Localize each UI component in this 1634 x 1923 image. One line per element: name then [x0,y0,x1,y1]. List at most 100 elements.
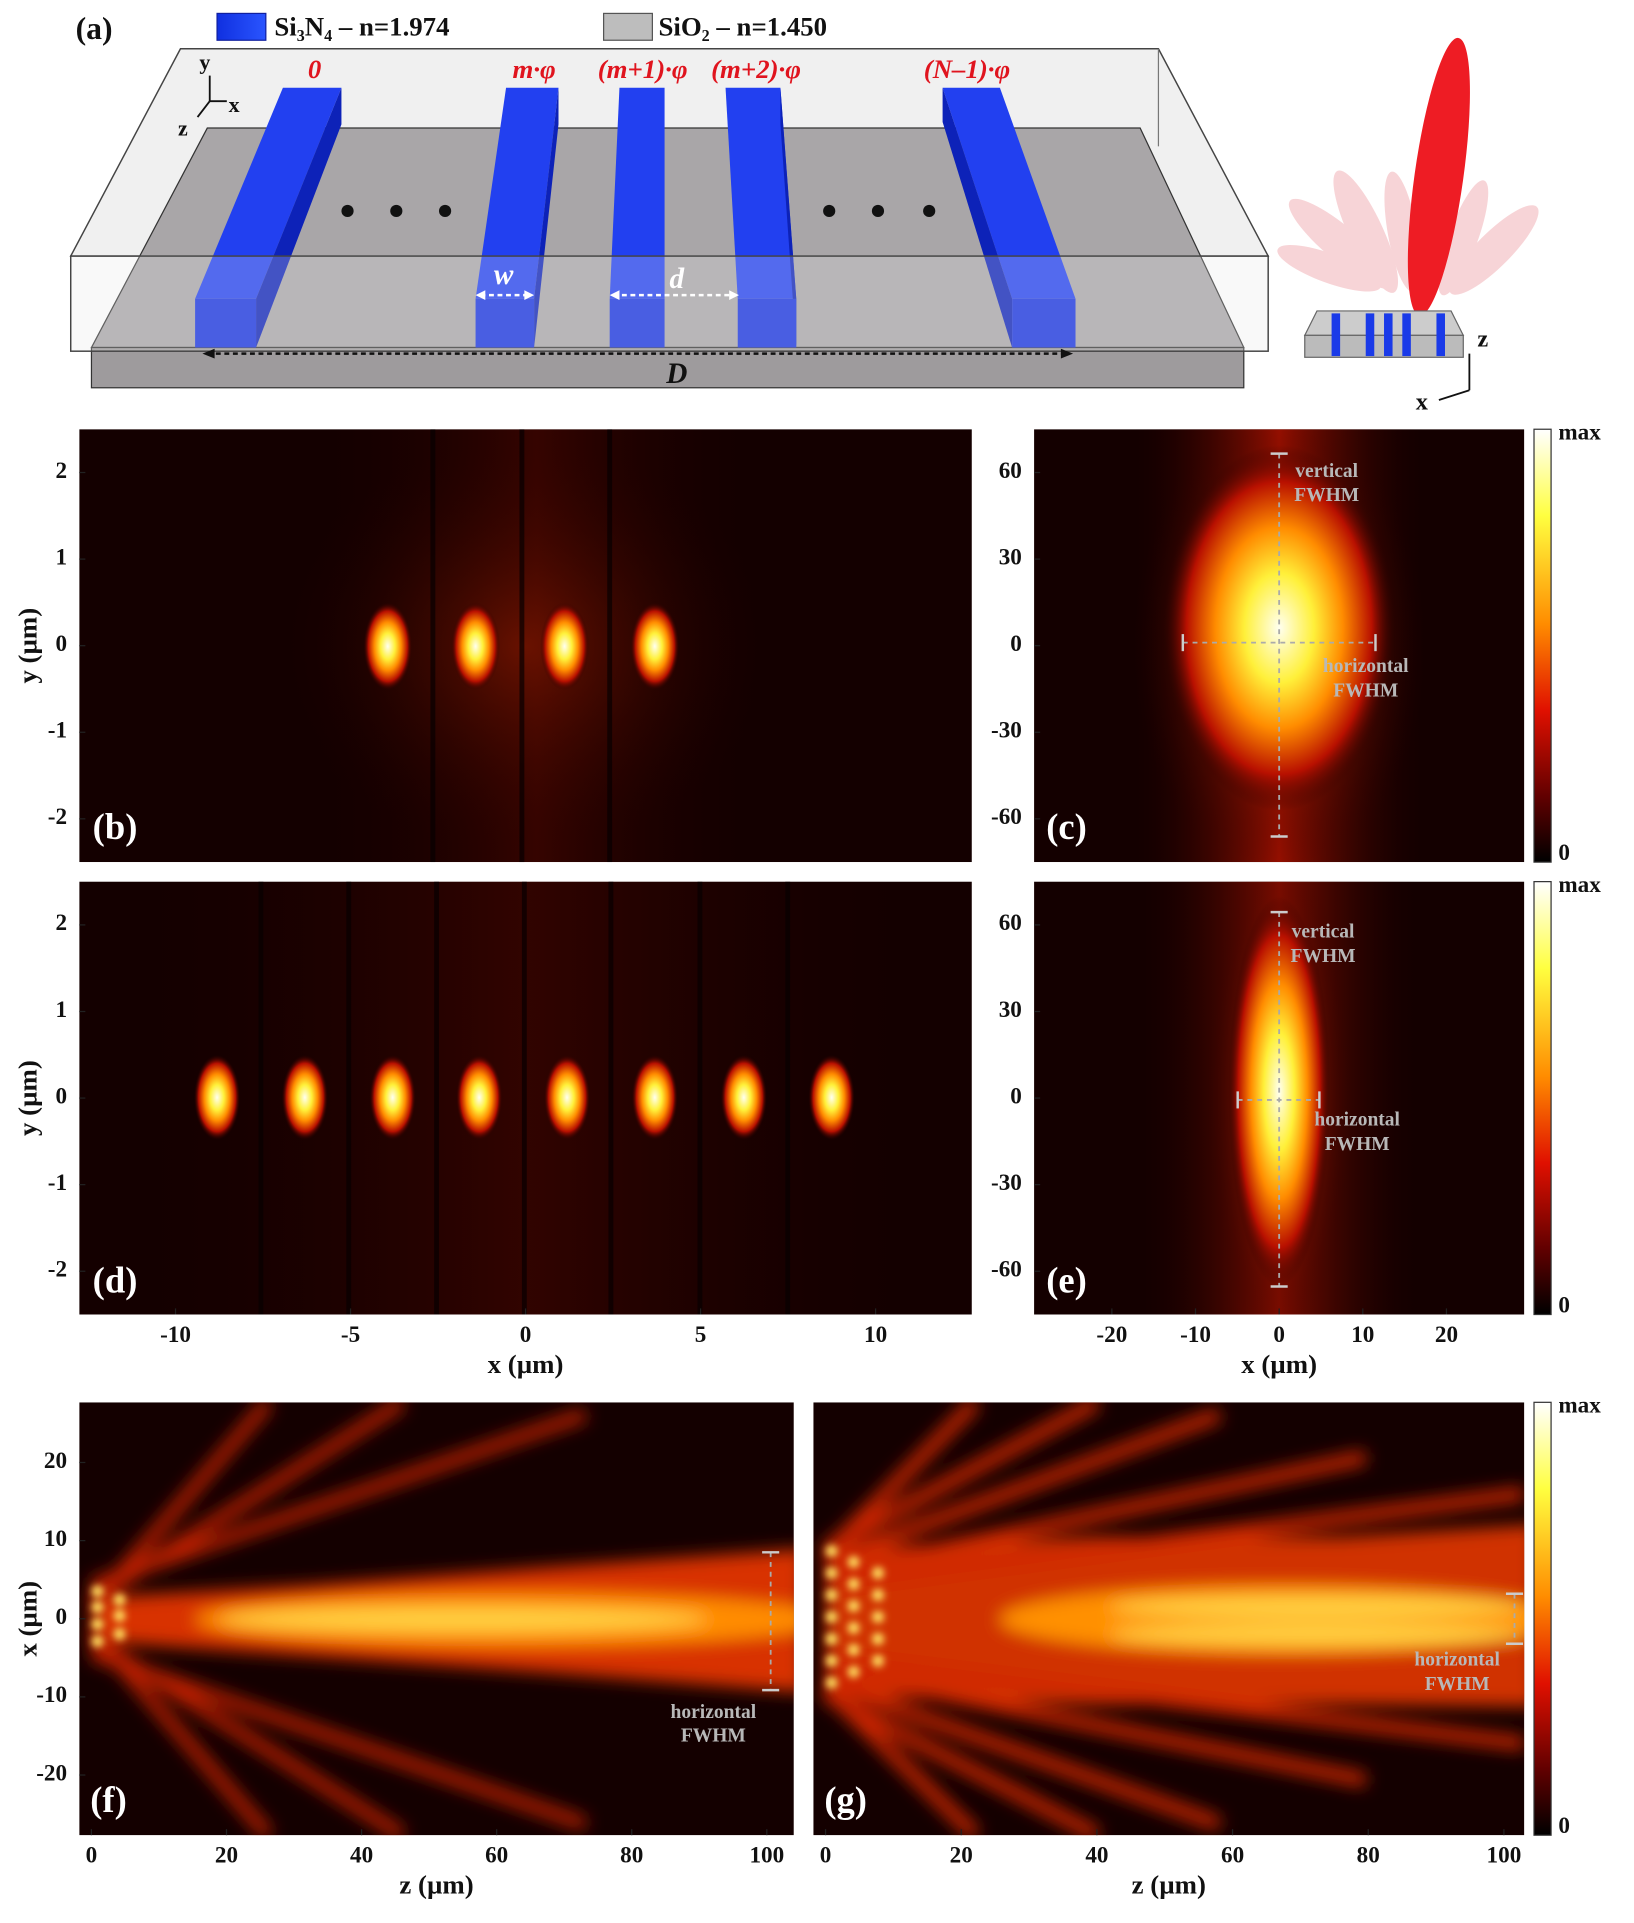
x-tick-label: 40 [1085,1842,1108,1868]
panel-label: (g) [824,1779,867,1820]
waveguide [195,87,342,299]
x-tick-label: 5 [695,1322,707,1348]
x-tick-label: 0 [820,1842,832,1868]
axis-letter: x [1416,389,1429,416]
y-tick-label: 30 [999,997,1022,1023]
annotation: FWHM [1294,485,1359,506]
panel-label: (c) [1046,806,1087,847]
ellipsis [341,204,936,218]
annotation: horizontal [1314,1110,1400,1131]
main-lobe [1407,37,1470,316]
y-tick-label: 60 [999,910,1022,936]
phase-label: m·φ [512,54,555,84]
y-tick-label: -1 [48,718,67,744]
arrowheads [202,348,1074,359]
x-tick-label: -20 [1096,1322,1127,1348]
annotation: horizontal [1414,1650,1500,1671]
y-axis-label: y (µm) [13,1060,43,1136]
x-tick-label: 0 [1273,1322,1285,1348]
phase-label: (m+1)·φ [598,54,688,84]
y-tick-label: 20 [44,1448,67,1474]
heatmap-f [79,1402,794,1836]
x-axis-label: x (µm) [1241,1349,1317,1379]
y-tick-label: -30 [991,718,1022,744]
annotation: FWHM [1325,1134,1390,1155]
y-tick-label: 1 [55,544,67,570]
colorbar-max: max [1558,872,1601,898]
y-tick-label: -20 [36,1760,67,1786]
waveguide [475,298,535,348]
y-tick-label: 0 [55,1083,67,1109]
x-tick-label: 0 [520,1322,532,1348]
legend-swatch [216,12,267,41]
heatmap-g [813,1402,1525,1836]
x-tick-label: 60 [485,1842,508,1868]
y-tick-label: 2 [55,910,67,936]
x-tick-label: 100 [749,1842,784,1868]
colorbar [1533,428,1552,863]
x-tick-label: 80 [1357,1842,1380,1868]
annotation: vertical [1292,922,1355,943]
axis-letter: y [199,50,210,75]
x-tick-label: 10 [864,1322,887,1348]
panel-label: (f) [90,1779,127,1820]
y-axis-label: y (µm) [13,608,43,684]
waveguide [475,87,559,299]
radiation-inset: z x [1277,37,1539,416]
waveguide [737,298,797,348]
waveguide [609,87,665,299]
annotation: FWHM [1291,946,1356,967]
fwhm-markers [1236,910,1321,1288]
panel-a: (a) Si₃N₄ – n=1.974 SiO₂ – n=1.450 [69,11,1539,416]
legend-swatch [602,12,653,41]
cladding-front [69,255,1269,352]
y-tick-label: 0 [1010,1083,1022,1109]
colorbar-min: 0 [1558,840,1570,866]
colorbar [1533,881,1552,1316]
y-tick-label: 2 [55,458,67,484]
x-tick-label: -10 [1180,1322,1211,1348]
x-tick-label: 20 [950,1842,973,1868]
x-axis-label: z (µm) [399,1870,473,1900]
dimension-label: D [665,358,687,390]
axis-letter: z [178,115,188,140]
x-tick-label: -10 [160,1322,191,1348]
annotation: FWHM [1333,680,1398,701]
y-tick-label: -2 [48,1257,67,1283]
x-tick-label: 20 [215,1842,238,1868]
waveguide [725,87,797,299]
x-axis-label: z (µm) [1132,1870,1206,1900]
y-tick-label: 0 [55,631,67,657]
annotation: FWHM [1425,1674,1490,1695]
axis-letter: z [1477,325,1488,352]
y-tick-label: 0 [55,1604,67,1630]
annotation: FWHM [681,1725,746,1746]
panel-label: (b) [93,806,138,847]
panel-label: (e) [1046,1260,1087,1301]
y-tick-label: -30 [991,1170,1022,1196]
annotation: horizontal [1323,656,1409,677]
dimension-label: w [494,259,514,291]
waveguide [195,298,257,348]
panel-label: (d) [93,1260,138,1301]
x-tick-label: 80 [620,1842,643,1868]
annotation: horizontal [671,1702,757,1723]
phase-label: 0 [308,54,321,84]
y-tick-label: -1 [48,1170,67,1196]
fwhm-markers [762,1551,780,1692]
waveguide [942,87,1076,299]
y-tick-label: 30 [999,544,1022,570]
heatmap-b [79,429,972,863]
colorbar-max: max [1558,1393,1601,1419]
y-tick-label: 0 [1010,631,1022,657]
phase-label: (m+2)·φ [711,54,801,84]
waveguides [195,87,1076,348]
waveguide [780,87,797,348]
x-tick-label: 40 [350,1842,373,1868]
y-axis-label: x (µm) [13,1581,43,1657]
waveguide [942,87,1013,348]
x-tick-label: 100 [1487,1842,1522,1868]
colorbar-min: 0 [1558,1293,1570,1319]
